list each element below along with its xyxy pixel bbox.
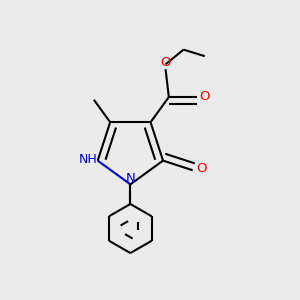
Text: O: O — [196, 162, 207, 175]
Text: N: N — [126, 172, 136, 185]
Text: O: O — [160, 56, 171, 69]
Text: O: O — [200, 90, 210, 103]
Text: NH: NH — [79, 154, 97, 166]
